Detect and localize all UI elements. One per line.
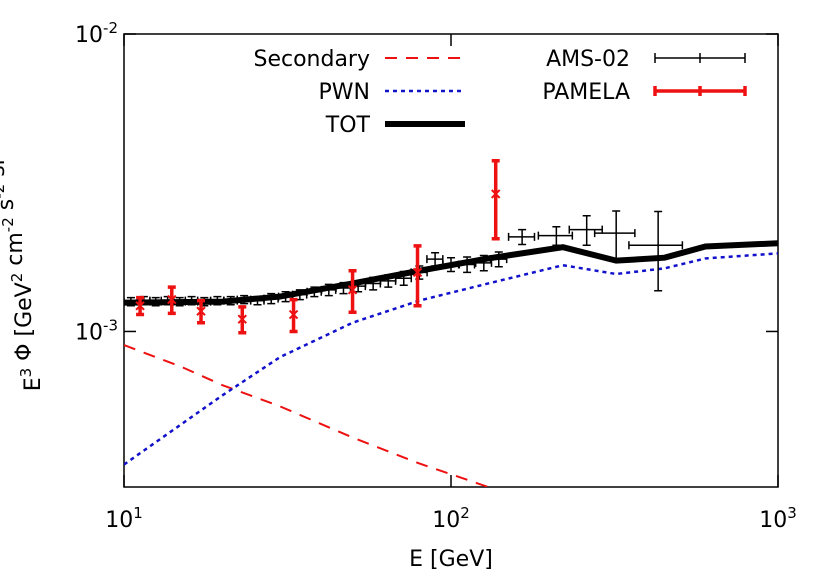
x-tick-label: 101	[105, 504, 143, 533]
legend-label: PAMELA	[542, 80, 630, 105]
error-bar	[491, 158, 500, 241]
legend-label: AMS-02	[546, 47, 630, 72]
x-error-bar	[593, 229, 636, 238]
series-line	[124, 344, 489, 487]
x-tick-label: 103	[759, 504, 797, 533]
x-tick-label: 102	[432, 504, 470, 533]
point	[135, 301, 145, 311]
x-error-bar	[628, 241, 684, 250]
y-axis-label: E3 Φ [GeV2 cm-2 s-2 sr-1]	[0, 133, 46, 392]
x-error-bar	[458, 260, 476, 269]
point	[237, 314, 247, 324]
x-error-bar	[537, 231, 574, 240]
legend-label: TOT	[325, 113, 371, 138]
plot-area	[124, 158, 778, 487]
legend-label: Secondary	[253, 47, 370, 72]
y-tick-label: 10-3	[75, 316, 118, 345]
legend-label: PWN	[319, 80, 370, 105]
error-bar	[612, 210, 621, 261]
error-bar	[654, 210, 663, 292]
point	[167, 294, 177, 305]
error-bar	[582, 214, 591, 246]
legend-swatch	[653, 86, 747, 96]
point	[196, 306, 206, 316]
x-error-bar	[474, 258, 493, 267]
x-error-bar	[568, 225, 603, 234]
error-bar	[413, 244, 422, 308]
point	[347, 285, 358, 295]
x-axis-label: E [GeV]	[409, 547, 493, 572]
x-error-bar	[507, 232, 536, 241]
series-line	[124, 240, 778, 306]
x-error-bar	[489, 255, 508, 264]
point	[288, 309, 299, 320]
legend-swatch	[654, 53, 746, 63]
point	[412, 267, 423, 278]
series-line	[124, 252, 778, 466]
point	[491, 189, 501, 199]
y-tick-label: 10-2	[75, 19, 118, 48]
error-bar	[348, 268, 357, 315]
